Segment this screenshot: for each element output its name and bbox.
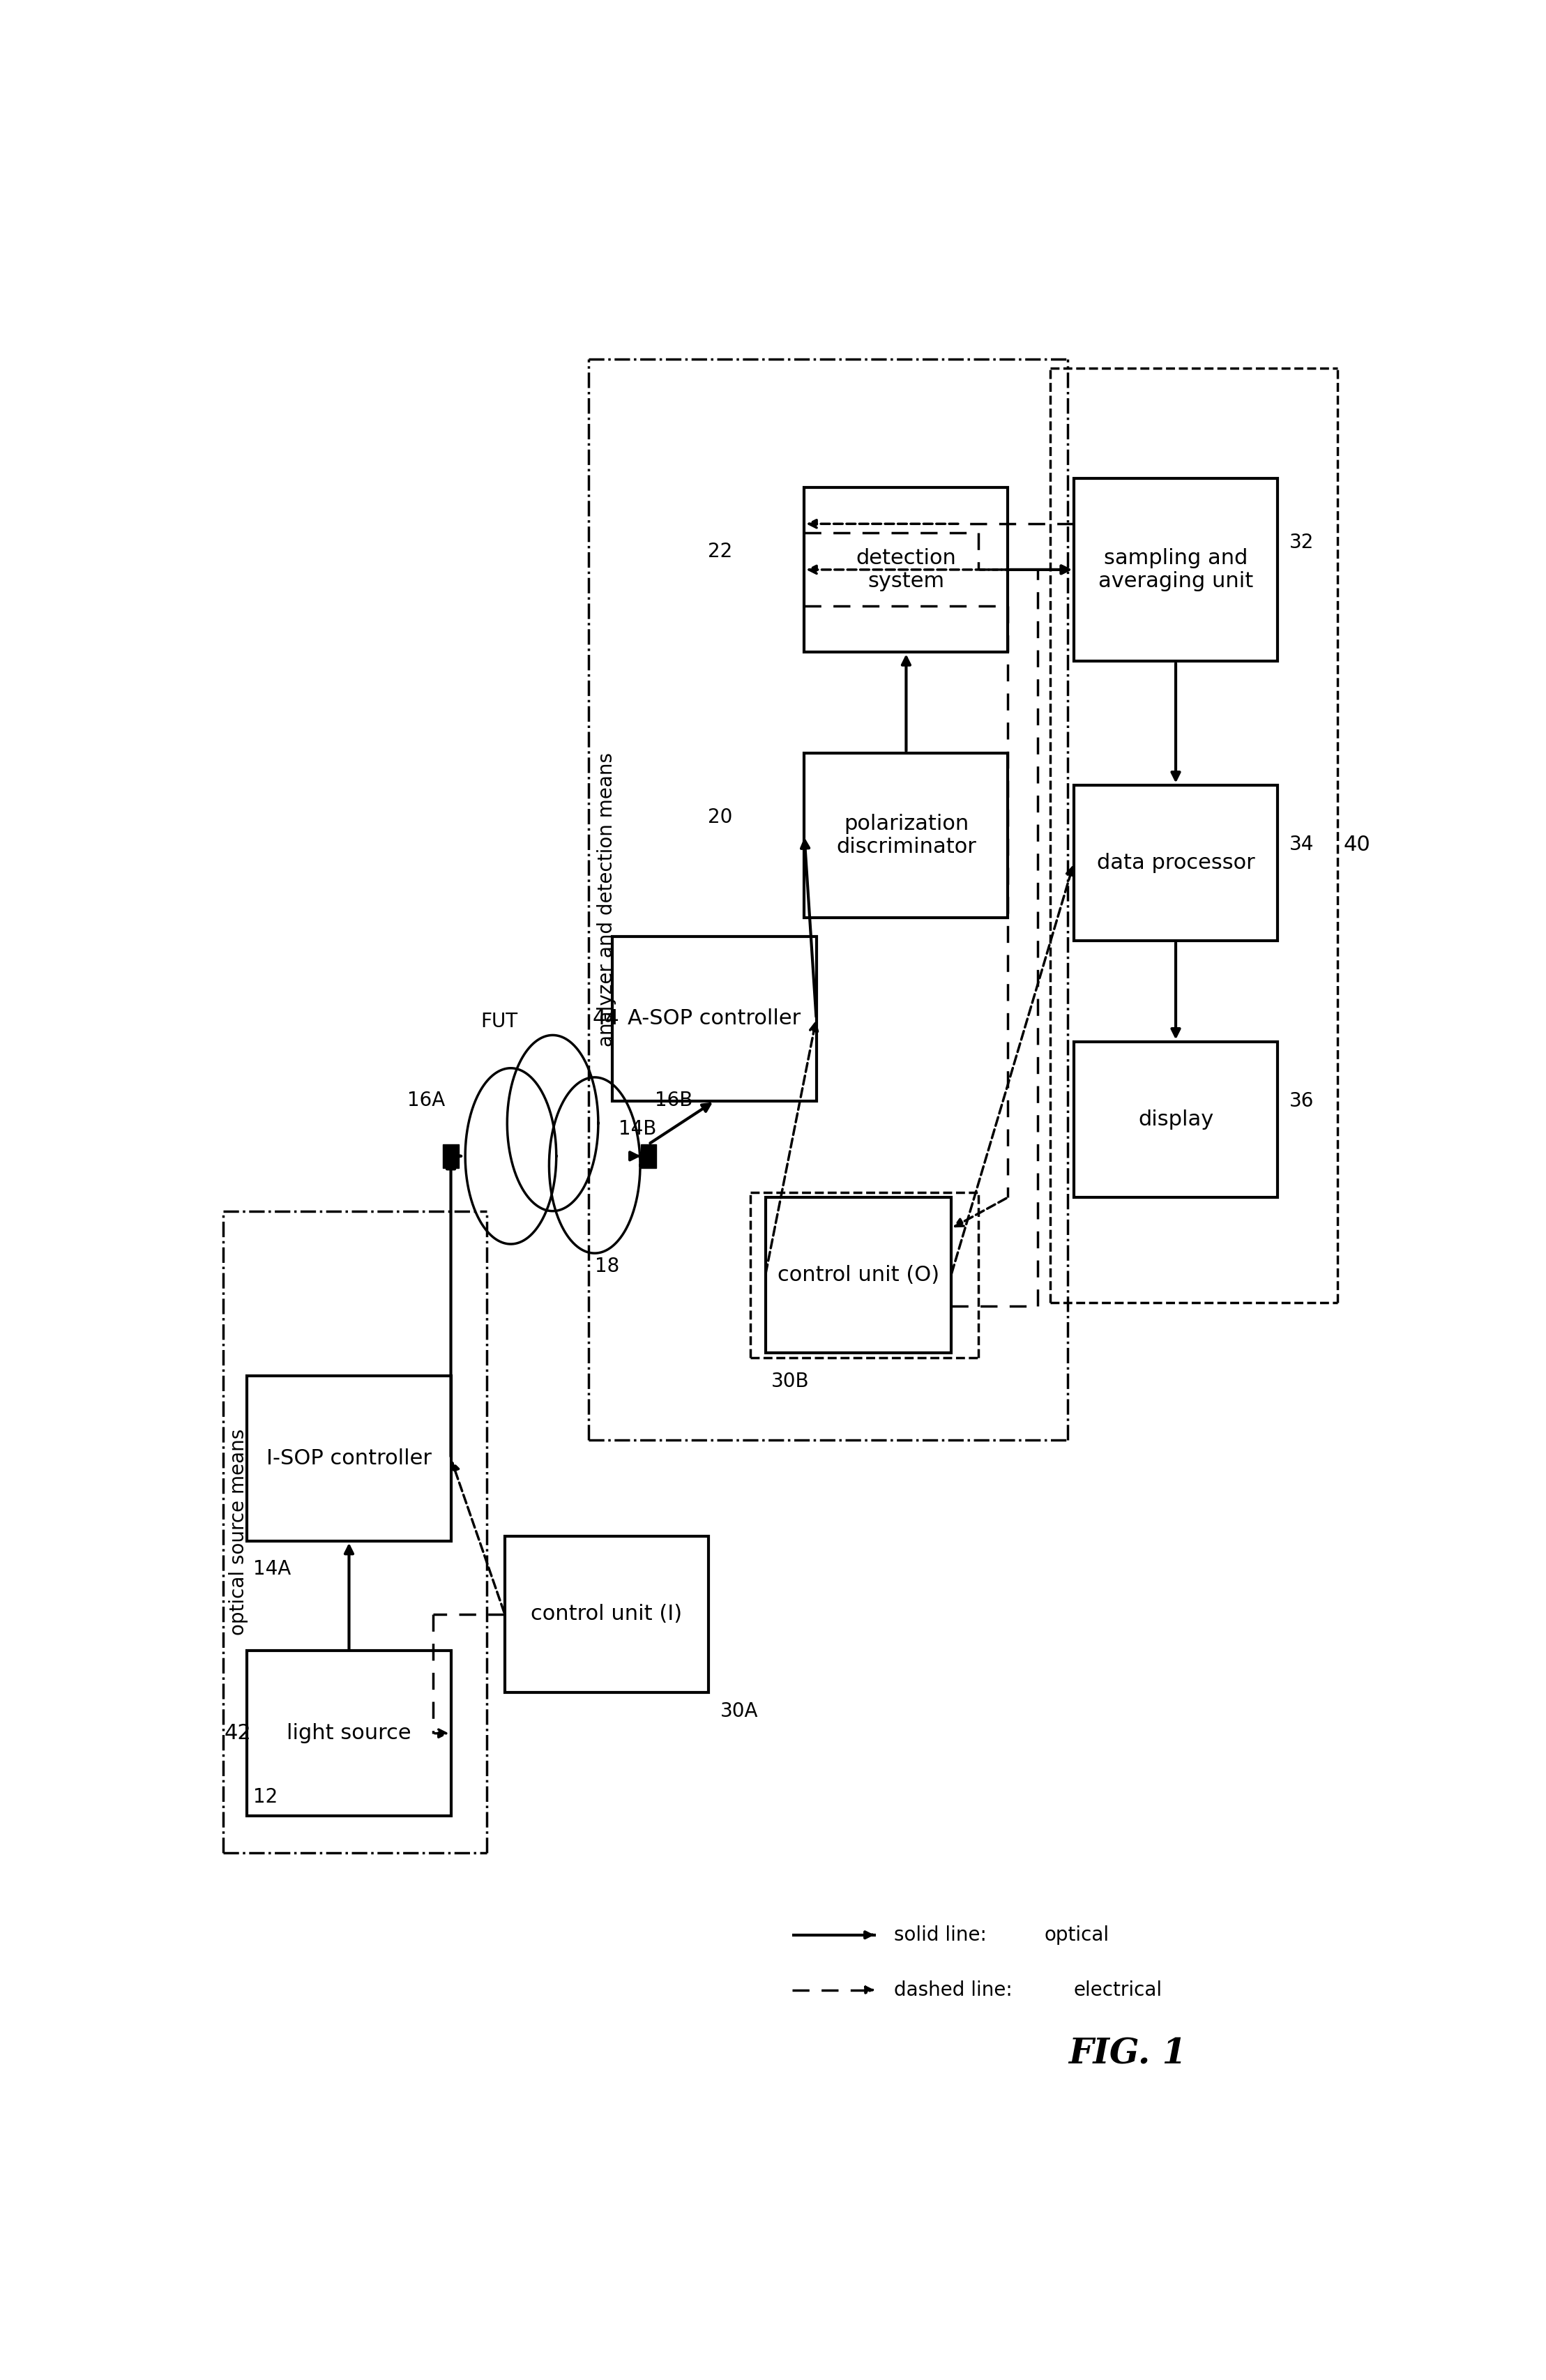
Bar bbox=[612, 935, 816, 1102]
Text: dashed line:: dashed line: bbox=[894, 1980, 1013, 1999]
Text: analyzer and detection means: analyzer and detection means bbox=[597, 752, 617, 1047]
Text: 30A: 30A bbox=[720, 1702, 759, 1721]
Bar bbox=[247, 1376, 451, 1540]
Text: FIG. 1: FIG. 1 bbox=[1068, 2037, 1187, 2071]
Text: 42: 42 bbox=[224, 1723, 252, 1745]
Bar bbox=[1074, 1042, 1277, 1197]
Text: 22: 22 bbox=[708, 543, 733, 562]
Bar bbox=[640, 1145, 657, 1169]
Text: A-SOP controller: A-SOP controller bbox=[628, 1009, 801, 1028]
Text: light source: light source bbox=[286, 1723, 411, 1745]
Bar bbox=[444, 1145, 459, 1169]
Text: polarization
discriminator: polarization discriminator bbox=[836, 814, 976, 857]
Text: 14B: 14B bbox=[618, 1119, 657, 1140]
Text: solid line:: solid line: bbox=[894, 1925, 986, 1944]
Bar bbox=[804, 752, 1008, 919]
Bar bbox=[247, 1652, 451, 1816]
Text: electrical: electrical bbox=[1074, 1980, 1163, 1999]
Text: I-SOP controller: I-SOP controller bbox=[266, 1449, 431, 1468]
Text: 16B: 16B bbox=[654, 1090, 693, 1109]
Text: data processor: data processor bbox=[1096, 852, 1255, 873]
Text: 18: 18 bbox=[595, 1257, 620, 1276]
Text: 36: 36 bbox=[1289, 1092, 1314, 1111]
Text: optical source means: optical source means bbox=[229, 1428, 249, 1635]
Bar bbox=[1074, 478, 1277, 662]
Bar bbox=[504, 1537, 708, 1692]
Text: 40: 40 bbox=[1343, 835, 1370, 854]
Text: 34: 34 bbox=[1289, 835, 1314, 854]
Text: sampling and
averaging unit: sampling and averaging unit bbox=[1098, 547, 1254, 593]
Bar bbox=[1074, 785, 1277, 940]
Text: FUT: FUT bbox=[481, 1012, 518, 1031]
Bar bbox=[804, 488, 1008, 652]
Text: 44: 44 bbox=[592, 1009, 620, 1028]
Text: 16A: 16A bbox=[407, 1090, 445, 1109]
Text: 12: 12 bbox=[254, 1787, 278, 1806]
Text: 32: 32 bbox=[1289, 533, 1314, 552]
Text: control unit (I): control unit (I) bbox=[530, 1604, 682, 1623]
Text: optical: optical bbox=[1044, 1925, 1108, 1944]
Text: 14A: 14A bbox=[254, 1559, 291, 1578]
Text: 20: 20 bbox=[708, 807, 733, 826]
Text: detection
system: detection system bbox=[856, 547, 957, 593]
Bar bbox=[765, 1197, 951, 1354]
Text: control unit (O): control unit (O) bbox=[778, 1266, 938, 1285]
Text: 30B: 30B bbox=[771, 1371, 810, 1390]
Text: display: display bbox=[1138, 1109, 1214, 1130]
